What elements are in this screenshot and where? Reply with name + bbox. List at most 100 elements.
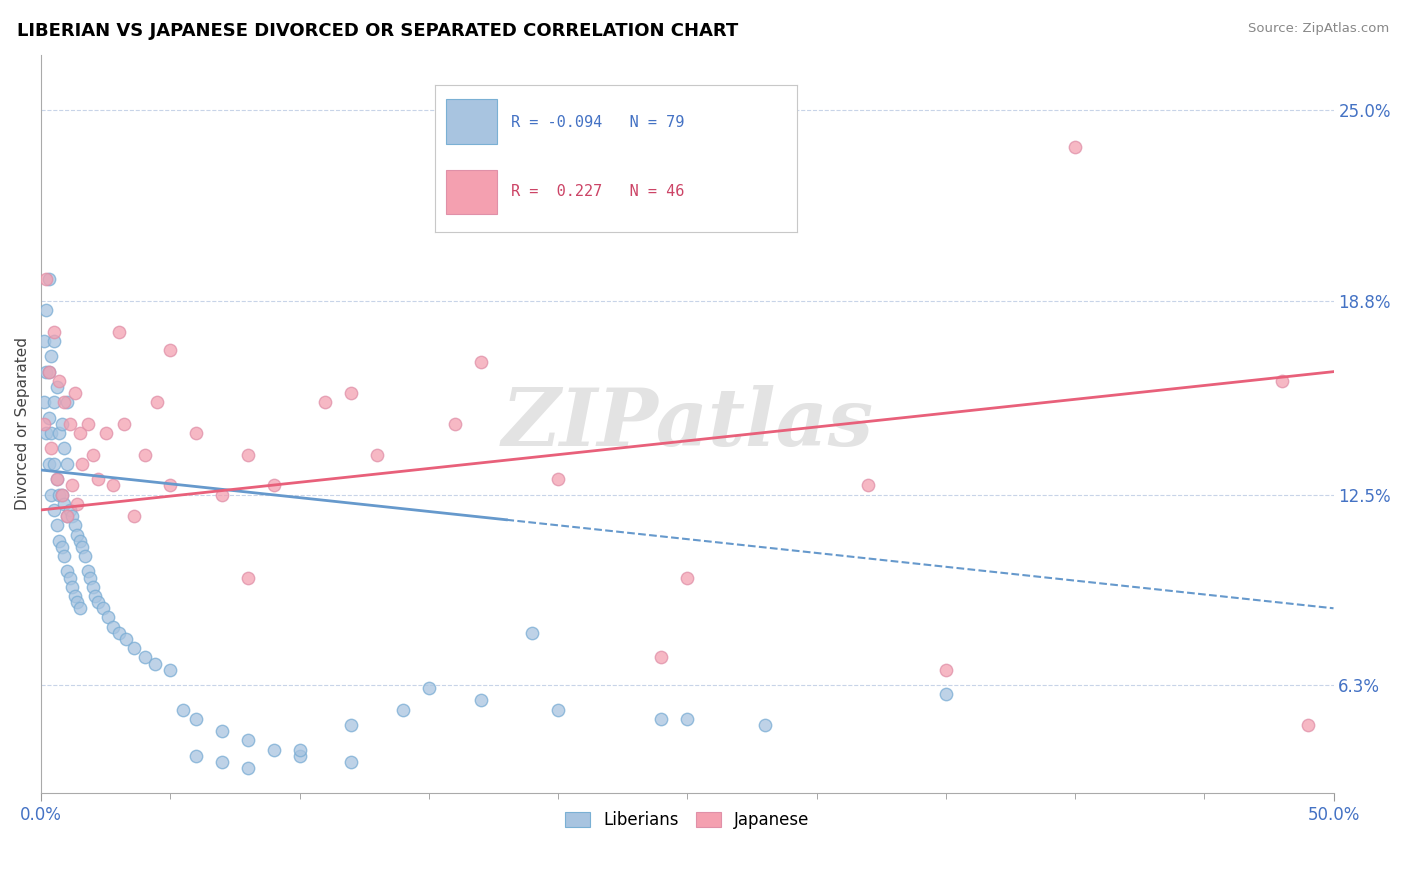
Point [48, 487, 70, 501]
Point [263, 478, 285, 492]
Point [73, 549, 96, 563]
Point [58, 570, 80, 584]
Point [53, 549, 76, 563]
Point [53, 395, 76, 409]
Point [122, 641, 145, 656]
Point [41, 426, 63, 441]
Point [82, 580, 104, 594]
Point [134, 650, 156, 665]
Point [1064, 140, 1087, 154]
Point [97, 610, 120, 624]
Point [366, 448, 388, 462]
Point [186, 426, 208, 441]
Point [159, 343, 181, 358]
Point [42, 457, 65, 471]
Point [146, 395, 169, 409]
Point [87, 472, 110, 486]
Point [60, 478, 83, 492]
Point [63, 386, 86, 401]
Point [858, 478, 880, 492]
Point [35, 365, 58, 379]
Point [38, 365, 60, 379]
Point [103, 478, 125, 492]
Point [443, 417, 465, 431]
Point [470, 355, 492, 369]
Point [1271, 374, 1294, 388]
Point [42, 334, 65, 348]
Point [340, 386, 363, 401]
Point [650, 712, 672, 726]
Point [32, 334, 55, 348]
Point [547, 703, 569, 717]
Point [211, 724, 233, 739]
Point [91, 601, 114, 615]
Point [134, 448, 156, 462]
Point [41, 442, 63, 456]
Point [754, 718, 776, 732]
Point [53, 497, 76, 511]
Point [236, 448, 259, 462]
Point [42, 395, 65, 409]
Point [63, 589, 86, 603]
Legend: Liberians, Japanese: Liberians, Japanese [558, 805, 815, 836]
Text: Source: ZipAtlas.com: Source: ZipAtlas.com [1249, 22, 1389, 36]
Point [186, 712, 208, 726]
Point [45, 518, 67, 533]
Point [41, 487, 63, 501]
Point [56, 565, 79, 579]
Point [172, 703, 194, 717]
Text: ZIPatlas: ZIPatlas [502, 385, 873, 463]
Point [143, 657, 166, 671]
Point [115, 632, 138, 646]
Point [56, 509, 79, 524]
Point [38, 410, 60, 425]
Point [69, 426, 91, 441]
Point [103, 620, 125, 634]
Point [676, 570, 699, 584]
Point [236, 761, 259, 775]
Point [56, 457, 79, 471]
Point [51, 540, 73, 554]
Point [45, 472, 67, 486]
Point [58, 503, 80, 517]
Point [51, 417, 73, 431]
Point [314, 395, 336, 409]
Point [45, 380, 67, 394]
Point [211, 487, 233, 501]
Point [392, 703, 415, 717]
Point [42, 503, 65, 517]
Point [69, 533, 91, 548]
Point [48, 374, 70, 388]
Point [66, 527, 89, 541]
Point [122, 509, 145, 524]
Point [32, 395, 55, 409]
Point [66, 497, 89, 511]
Point [53, 442, 76, 456]
Point [522, 625, 544, 640]
Point [418, 681, 440, 695]
Point [676, 712, 699, 726]
Point [79, 570, 101, 584]
Point [76, 417, 98, 431]
Point [51, 487, 73, 501]
Point [107, 325, 129, 339]
Point [288, 742, 311, 756]
Point [48, 426, 70, 441]
Point [650, 650, 672, 665]
Point [35, 303, 58, 318]
Point [236, 570, 259, 584]
Point [935, 663, 957, 677]
Point [547, 472, 569, 486]
Point [32, 417, 55, 431]
Point [935, 687, 957, 701]
Point [112, 417, 135, 431]
Point [63, 518, 86, 533]
Point [82, 448, 104, 462]
Point [48, 533, 70, 548]
Point [38, 457, 60, 471]
Point [72, 540, 94, 554]
Point [94, 426, 117, 441]
Point [76, 565, 98, 579]
Point [38, 365, 60, 379]
Point [211, 755, 233, 769]
